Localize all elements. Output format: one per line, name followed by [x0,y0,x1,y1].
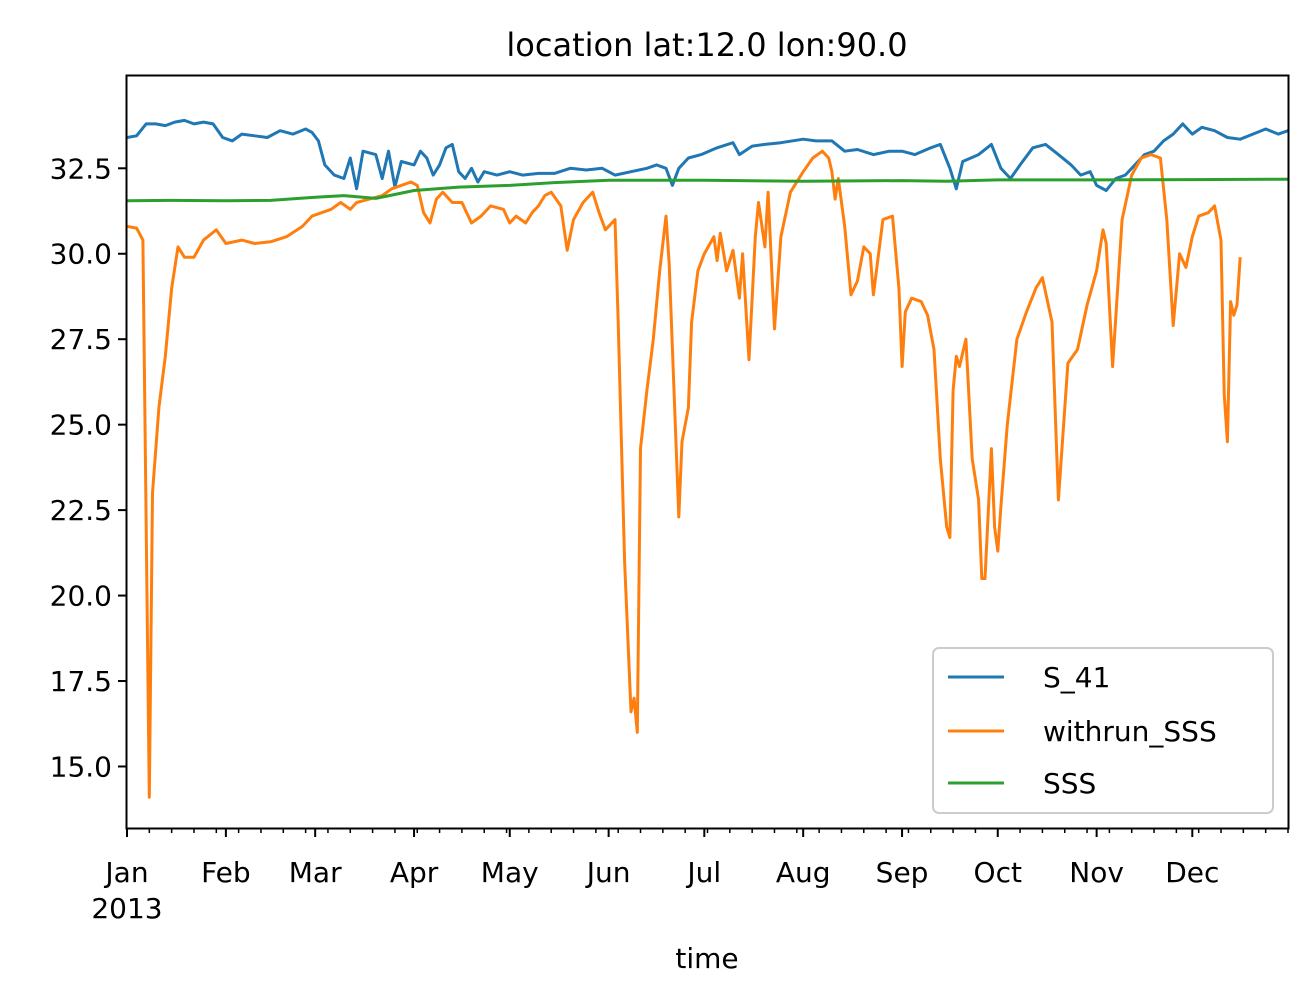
y-tick-label: 25.0 [50,409,112,442]
legend-label-sss: SSS [1043,767,1096,800]
x-tick-label: May [481,856,539,889]
x-tick-label: Feb [201,856,251,889]
x-tick-label: Jan [103,856,148,889]
y-tick-label: 22.5 [50,494,112,527]
y-tick-label: 15.0 [50,750,112,783]
legend-label-withrun-sss: withrun_SSS [1043,715,1217,748]
y-tick-label: 30.0 [50,238,112,271]
x-tick-sublabel: 2013 [91,892,162,925]
x-tick-label: Oct [974,856,1022,889]
y-tick-label: 32.5 [50,152,112,185]
x-tick-label: Jul [685,856,721,889]
x-tick-label: Nov [1069,856,1124,889]
x-tick-label: Apr [390,856,439,889]
x-tick-label: Jun [585,856,631,889]
y-tick-label: 17.5 [50,665,112,698]
series-line-s-41 [126,118,1289,192]
y-tick-label: 20.0 [50,580,112,613]
x-tick-label: Dec [1165,856,1219,889]
y-tick-label: 27.5 [50,323,112,356]
series-line-withrun-sss [126,149,1242,799]
legend: S_41 withrun_SSS SSS [932,647,1274,814]
legend-box [932,647,1274,814]
chart-title: location lat:12.0 lon:90.0 [506,26,907,64]
y-axis: 15.0 17.5 20.0 22.5 25.0 27.5 30.0 32.5 [50,152,127,783]
legend-label-s41: S_41 [1043,661,1110,694]
x-tick-label: Sep [876,856,929,889]
series-line-sss [126,177,1289,203]
x-tick-label: Aug [776,856,831,889]
x-axis-label: time [675,942,738,975]
x-tick-label: Mar [289,856,342,889]
series-lines [126,118,1289,799]
